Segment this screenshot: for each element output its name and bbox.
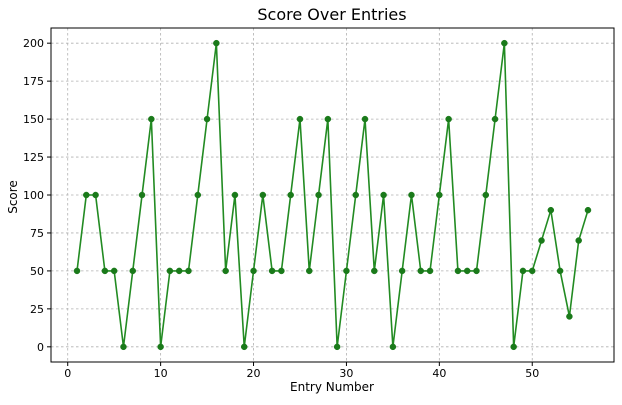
data-point bbox=[148, 115, 155, 123]
y-tick-label: 125 bbox=[23, 151, 44, 164]
y-tick-label: 175 bbox=[23, 75, 44, 88]
data-point bbox=[129, 267, 137, 275]
data-point bbox=[250, 267, 257, 275]
data-point bbox=[92, 191, 99, 199]
data-point bbox=[519, 267, 527, 275]
data-point bbox=[120, 343, 127, 351]
data-point bbox=[213, 39, 220, 47]
data-point bbox=[417, 267, 425, 275]
data-point bbox=[83, 191, 90, 199]
data-point bbox=[278, 267, 285, 275]
data-point bbox=[194, 191, 202, 199]
data-point bbox=[575, 237, 582, 244]
data-point bbox=[315, 191, 322, 199]
series-line bbox=[76, 42, 589, 348]
data-point bbox=[473, 267, 480, 275]
data-point bbox=[138, 191, 146, 199]
y-tick-label: 50 bbox=[30, 265, 44, 278]
series-layer bbox=[73, 39, 592, 351]
data-point bbox=[222, 267, 229, 275]
data-point bbox=[175, 267, 183, 275]
data-point bbox=[157, 343, 164, 351]
data-point bbox=[501, 39, 508, 47]
data-point bbox=[268, 267, 276, 275]
data-point bbox=[547, 206, 555, 214]
data-point bbox=[110, 267, 118, 275]
data-point bbox=[463, 267, 471, 275]
data-point bbox=[259, 191, 267, 199]
y-tick-label: 0 bbox=[37, 341, 44, 354]
y-tick-label: 150 bbox=[23, 113, 44, 126]
x-tick-label: 10 bbox=[154, 367, 168, 380]
data-point bbox=[73, 267, 81, 275]
data-point bbox=[556, 267, 564, 275]
data-point bbox=[408, 191, 415, 199]
y-axis-label: Score bbox=[6, 180, 20, 214]
data-point bbox=[166, 267, 174, 275]
y-tick-label: 75 bbox=[30, 227, 44, 240]
data-point bbox=[352, 191, 359, 199]
y-tick-label: 25 bbox=[30, 303, 44, 316]
data-point bbox=[482, 191, 490, 199]
data-point bbox=[566, 313, 573, 320]
data-point bbox=[101, 267, 109, 275]
chart-title: Score Over Entries bbox=[257, 5, 406, 24]
data-point bbox=[454, 267, 462, 275]
x-tick-label: 30 bbox=[339, 367, 353, 380]
data-point bbox=[538, 237, 545, 244]
x-tick-label: 50 bbox=[525, 367, 539, 380]
data-point bbox=[398, 267, 406, 275]
x-axis-label: Entry Number bbox=[290, 380, 374, 394]
y-tick-label: 100 bbox=[23, 189, 44, 202]
data-point bbox=[371, 267, 378, 275]
data-point bbox=[203, 115, 211, 123]
data-point bbox=[426, 267, 434, 275]
data-point bbox=[343, 267, 350, 275]
data-point bbox=[491, 115, 499, 123]
data-point bbox=[361, 115, 369, 123]
data-point bbox=[185, 267, 192, 275]
x-tick-label: 0 bbox=[64, 367, 71, 380]
axes: 0 10 20 30 40 50 0 25 50 75 100 125 150 175 200 bbox=[23, 27, 615, 380]
data-point bbox=[287, 191, 294, 199]
data-point bbox=[380, 191, 387, 199]
data-point bbox=[528, 267, 536, 275]
data-point bbox=[231, 191, 239, 199]
data-point bbox=[510, 343, 517, 351]
data-point bbox=[445, 115, 452, 123]
x-tick-label: 40 bbox=[432, 367, 446, 380]
data-point bbox=[333, 343, 341, 351]
data-point bbox=[436, 191, 443, 199]
data-point bbox=[584, 206, 592, 214]
data-point bbox=[324, 115, 332, 123]
data-point bbox=[306, 267, 313, 275]
y-tick-label: 200 bbox=[23, 37, 44, 50]
data-point bbox=[389, 343, 397, 351]
data-point bbox=[240, 343, 248, 351]
grid bbox=[51, 28, 614, 362]
x-tick-label: 20 bbox=[247, 367, 261, 380]
data-point bbox=[296, 115, 304, 123]
